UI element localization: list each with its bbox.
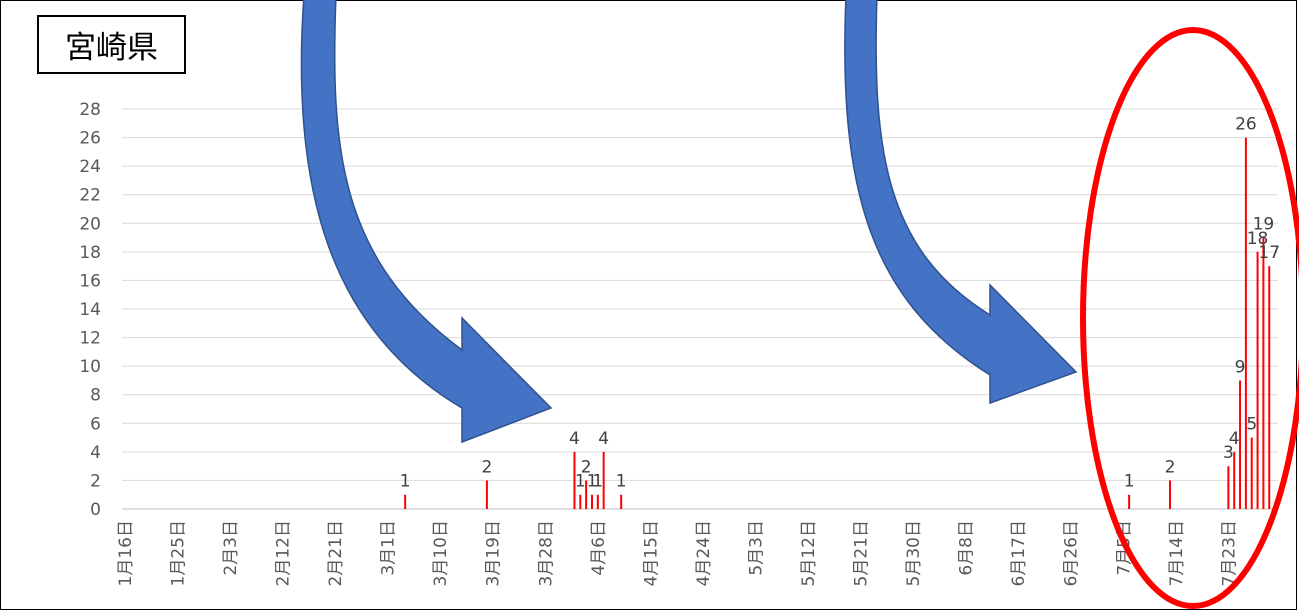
y-tick-label: 6 bbox=[90, 414, 101, 434]
x-tick-label: 1月25日 bbox=[168, 520, 188, 586]
bar bbox=[1233, 451, 1236, 509]
y-tick-label: 14 bbox=[79, 300, 101, 320]
bar bbox=[602, 451, 605, 509]
left-curved-arrow bbox=[300, 0, 553, 444]
chart-title: 宮崎県 bbox=[37, 15, 186, 74]
y-tick-label: 26 bbox=[79, 129, 101, 149]
data-label: 5 bbox=[1246, 415, 1257, 435]
right-curved-arrow bbox=[844, 0, 1078, 405]
annotations bbox=[300, 0, 1299, 609]
bar bbox=[579, 494, 582, 509]
x-tick-label: 3月10日 bbox=[431, 520, 451, 586]
x-tick-label: 3月19日 bbox=[484, 520, 504, 586]
x-tick-label: 1月16日 bbox=[116, 520, 136, 586]
y-tick-label: 2 bbox=[90, 471, 101, 491]
data-label: 2 bbox=[581, 457, 592, 477]
x-tick-label: 5月30日 bbox=[904, 520, 924, 586]
y-tick-label: 18 bbox=[79, 243, 101, 263]
bar bbox=[1239, 380, 1242, 509]
y-tick-label: 24 bbox=[79, 157, 101, 177]
data-label: 1 bbox=[1124, 472, 1135, 492]
bar bbox=[1244, 137, 1247, 510]
bar bbox=[1168, 480, 1171, 509]
x-tick-label: 4月6日 bbox=[589, 520, 609, 576]
bar bbox=[1256, 251, 1259, 509]
bar bbox=[590, 494, 593, 509]
x-tick-label: 3月1日 bbox=[379, 520, 399, 576]
highlight-ellipse bbox=[1080, 27, 1299, 609]
y-tick-label: 8 bbox=[90, 386, 101, 406]
data-label: 1 bbox=[616, 472, 627, 492]
x-tick-label: 4月24日 bbox=[694, 520, 714, 586]
data-label: 4 bbox=[1229, 429, 1240, 449]
x-tick-label: 2月3日 bbox=[221, 520, 241, 576]
bar bbox=[1268, 266, 1271, 509]
bar bbox=[620, 494, 623, 509]
data-label: 3 bbox=[1223, 443, 1234, 463]
bar bbox=[573, 451, 576, 509]
data-label: 4 bbox=[569, 429, 580, 449]
x-tick-label: 5月21日 bbox=[852, 520, 872, 586]
data-label: 2 bbox=[1165, 457, 1176, 477]
data-label: 1 bbox=[587, 472, 598, 492]
x-tick-label: 4月15日 bbox=[641, 520, 661, 586]
data-label: 4 bbox=[598, 429, 609, 449]
y-tick-label: 22 bbox=[79, 186, 101, 206]
data-label: 2 bbox=[481, 457, 492, 477]
x-tick-label: 6月26日 bbox=[1062, 520, 1082, 586]
bar bbox=[1262, 237, 1265, 510]
y-tick-label: 4 bbox=[90, 443, 101, 463]
y-tick-label: 20 bbox=[79, 214, 101, 234]
x-tick-label: 7月14日 bbox=[1167, 520, 1187, 586]
x-axis-ticks: 1月16日 1月25日 2月3日 2月12日 2月21日 3月1日 3月10日 3月19日 3月… bbox=[116, 520, 1239, 586]
x-tick-label: 6月17日 bbox=[1009, 520, 1029, 586]
x-tick-label: 5月12日 bbox=[799, 520, 819, 586]
data-label: 1 bbox=[592, 472, 603, 492]
bar bbox=[596, 494, 599, 509]
bar bbox=[485, 480, 488, 509]
data-label: 26 bbox=[1235, 115, 1257, 135]
data-label: 1 bbox=[400, 472, 411, 492]
bar bbox=[585, 480, 588, 509]
y-tick-label: 12 bbox=[79, 329, 101, 349]
data-label: 1 bbox=[575, 472, 586, 492]
x-tick-label: 2月21日 bbox=[326, 520, 346, 586]
y-tick-label: 28 bbox=[79, 100, 101, 120]
x-tick-label: 6月8日 bbox=[957, 520, 977, 576]
y-tick-label: 10 bbox=[79, 357, 101, 377]
x-tick-label: 3月28日 bbox=[536, 520, 556, 586]
x-tick-label: 2月12日 bbox=[274, 520, 294, 586]
bar bbox=[1227, 466, 1230, 509]
data-label: 17 bbox=[1258, 243, 1280, 263]
bar bbox=[1250, 437, 1253, 509]
x-tick-label: 5月3日 bbox=[746, 520, 766, 576]
data-label: 19 bbox=[1253, 215, 1275, 235]
x-tick-label: 7月23日 bbox=[1219, 520, 1239, 586]
data-label: 18 bbox=[1247, 229, 1269, 249]
data-label: 9 bbox=[1235, 357, 1246, 377]
bars bbox=[404, 137, 1271, 510]
y-tick-label: 0 bbox=[90, 500, 101, 520]
gridlines bbox=[122, 108, 1278, 510]
bar bbox=[1128, 494, 1131, 509]
bar bbox=[404, 494, 407, 509]
y-tick-label: 16 bbox=[79, 271, 101, 291]
